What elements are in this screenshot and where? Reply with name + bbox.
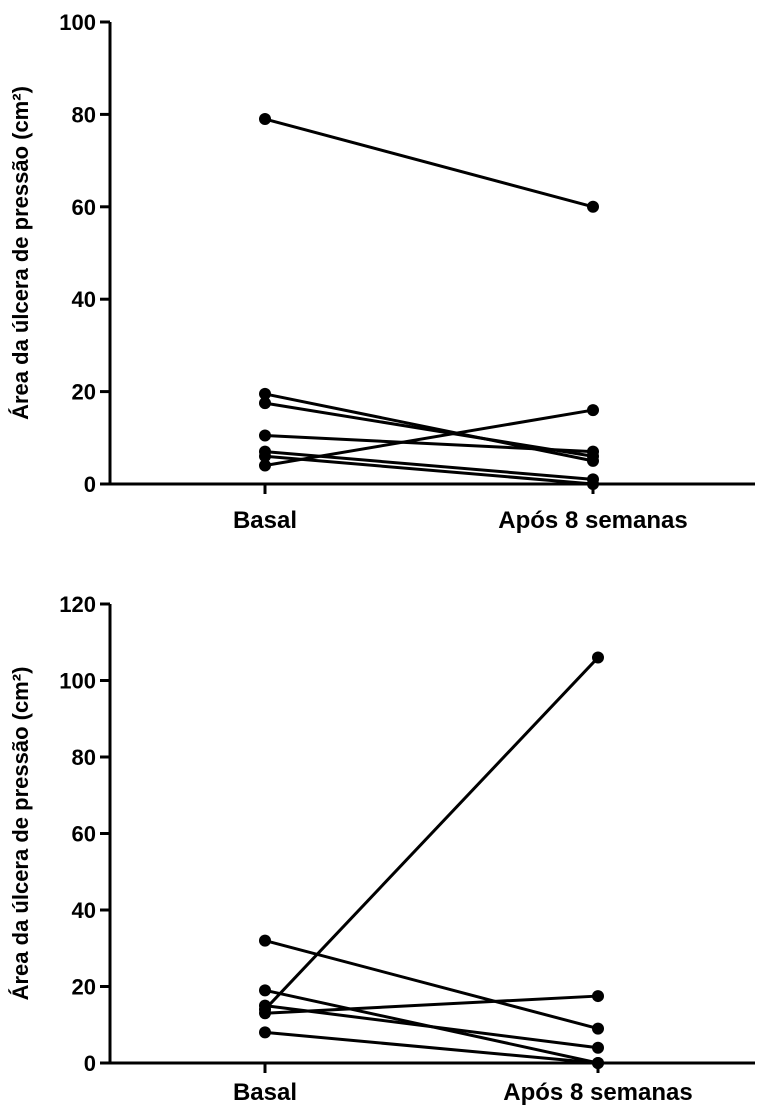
data-point (259, 429, 271, 442)
data-point (592, 651, 604, 664)
y-tick-label: 0 (84, 1051, 96, 1076)
x-tick-label: Basal (233, 507, 297, 534)
series-1 (259, 113, 599, 213)
series-line (264, 939, 599, 1031)
y-tick-label: 60 (72, 822, 96, 847)
data-point (259, 459, 271, 472)
data-point (587, 200, 599, 213)
data-point (587, 445, 599, 458)
data-point (259, 1026, 271, 1039)
y-axis-label: Área da úlcera de pressão (cm²) (8, 86, 33, 420)
data-point (259, 934, 271, 947)
data-point (592, 1022, 604, 1035)
series-5 (259, 990, 604, 1020)
data-point (592, 990, 604, 1003)
series-4 (259, 651, 604, 1016)
chart-2: 0 20 40 60 80 100 120 Basal Após 8 semanas Área d… (8, 592, 755, 1106)
data-point (259, 1007, 271, 1020)
series-line (263, 656, 600, 1011)
series-line (264, 117, 594, 209)
series-3 (259, 999, 604, 1054)
y-axis-label: Área da úlcera de pressão (cm²) (8, 667, 33, 1001)
data-point (587, 404, 599, 417)
data-point (587, 478, 599, 490)
series-line (264, 392, 594, 463)
series-line (264, 433, 594, 454)
x-tick-label: Após 8 semanas (498, 507, 687, 534)
y-tick-label: 20 (72, 380, 96, 405)
data-point (592, 1057, 604, 1069)
series-line (264, 1004, 599, 1050)
series-line (264, 1030, 599, 1065)
data-point (259, 397, 271, 410)
series-line (264, 401, 594, 458)
y-tick-label: 120 (59, 592, 96, 617)
y-tick-label: 80 (72, 102, 96, 127)
chart-1: 0 20 40 60 80 100 Basal Após 8 semanas Área da ú… (8, 10, 755, 534)
data-point (259, 113, 271, 126)
data-point (259, 387, 271, 400)
series-4 (259, 429, 599, 458)
series-line (264, 408, 594, 467)
series-6 (259, 1026, 604, 1069)
series-6 (259, 450, 599, 490)
data-point (592, 1041, 604, 1054)
series-7 (259, 404, 599, 472)
x-tick-label: Após 8 semanas (503, 1079, 692, 1106)
x-tick-label: Basal (233, 1079, 297, 1106)
data-point (259, 984, 271, 997)
data-point (259, 450, 271, 463)
series-line (264, 994, 599, 1015)
y-tick-label: 0 (84, 472, 96, 497)
y-tick-label: 60 (72, 195, 96, 220)
y-tick-label: 40 (72, 898, 96, 923)
series-line (264, 454, 594, 486)
y-tick-label: 100 (59, 669, 96, 694)
y-tick-label: 20 (72, 975, 96, 1000)
series-1 (259, 934, 604, 1035)
y-tick-label: 80 (72, 745, 96, 770)
y-tick-label: 100 (59, 10, 96, 35)
y-tick-label: 40 (72, 287, 96, 312)
